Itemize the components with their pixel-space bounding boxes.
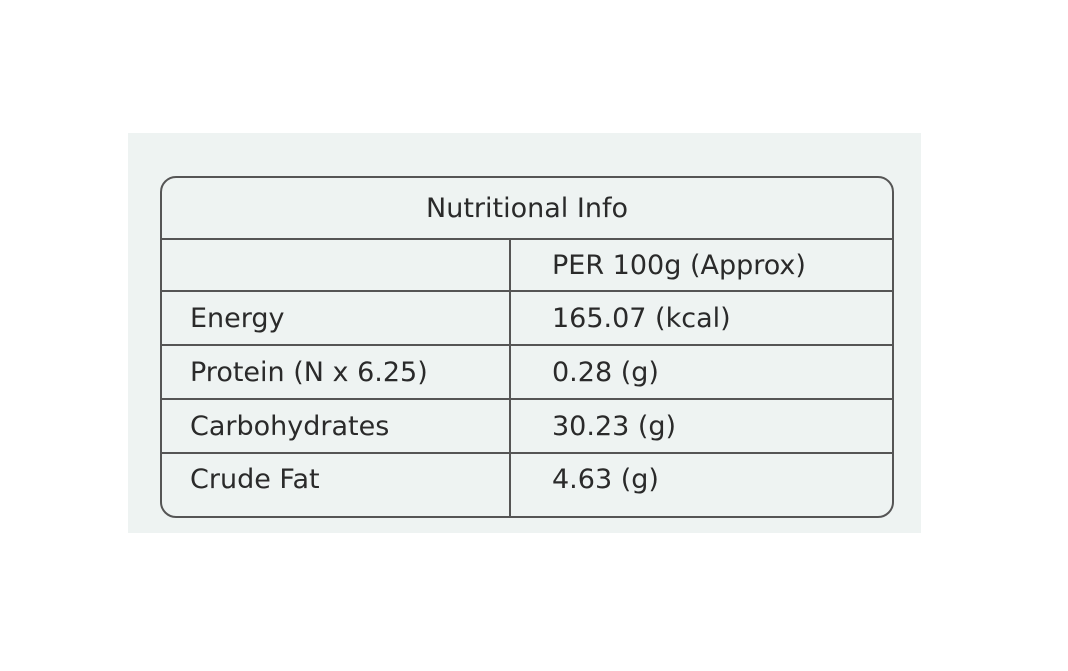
nutrient-value: 0.28 (g) (552, 356, 659, 388)
nutrition-table: Nutritional Info PER 100g (Approx) Energ… (160, 176, 894, 518)
nutrient-name: Crude Fat (190, 463, 320, 495)
nutrient-value: 30.23 (g) (552, 410, 677, 442)
nutrient-value: 4.63 (g) (552, 463, 659, 495)
nutrient-name: Protein (N x 6.25) (190, 356, 428, 388)
title-row: Nutritional Info (162, 178, 892, 240)
table-row: Energy 165.07 (kcal) (162, 292, 892, 346)
table-row: Protein (N x 6.25) 0.28 (g) (162, 346, 892, 400)
nutrient-name: Carbohydrates (190, 410, 390, 442)
table-row: Carbohydrates 30.23 (g) (162, 400, 892, 454)
nutrient-name: Energy (190, 302, 285, 334)
header-row: PER 100g (Approx) (162, 240, 892, 292)
label-background (128, 133, 921, 533)
column-divider (509, 240, 511, 516)
nutrient-value: 165.07 (kcal) (552, 302, 731, 334)
table-row: Crude Fat 4.63 (g) (162, 454, 892, 516)
table-title: Nutritional Info (426, 192, 628, 224)
header-cell: PER 100g (Approx) (552, 249, 806, 281)
